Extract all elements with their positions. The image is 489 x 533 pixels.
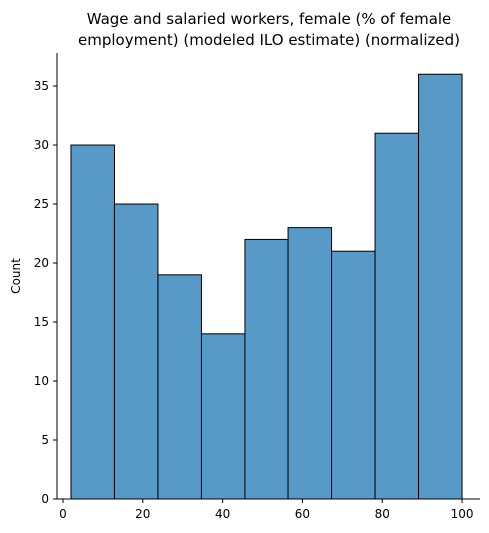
histogram-bar <box>287 227 333 500</box>
x-tick-label: 20 <box>135 507 150 521</box>
x-ticks: 0 20 40 60 80 100 <box>59 499 473 521</box>
y-tick-label: 20 <box>34 256 49 270</box>
histogram-bar <box>244 238 289 500</box>
chart-title-line-2: employment) (modeled ILO estimate) (norm… <box>78 31 460 49</box>
y-axis-label: Count <box>9 258 23 294</box>
y-ticks: 0 5 10 15 20 25 30 35 <box>34 79 57 506</box>
y-tick-label: 30 <box>34 138 49 152</box>
histogram-bar <box>157 274 202 500</box>
x-tick-label: 100 <box>451 507 474 521</box>
y-tick-label: 25 <box>34 197 49 211</box>
histogram-bar <box>70 144 115 500</box>
histogram-bar <box>418 73 463 500</box>
y-tick-label: 0 <box>41 492 49 506</box>
y-tick-label: 10 <box>34 374 49 388</box>
x-tick-label: 40 <box>215 507 230 521</box>
y-tick-label: 35 <box>34 79 49 93</box>
histogram-bar <box>200 333 246 500</box>
x-tick-label: 0 <box>59 507 67 521</box>
x-tick-label: 60 <box>295 507 310 521</box>
chart-title-line-1: Wage and salaried workers, female (% of … <box>87 10 452 28</box>
histogram-bar <box>374 132 420 500</box>
x-tick-label: 80 <box>375 507 390 521</box>
bars-group <box>70 73 463 500</box>
y-tick-label: 15 <box>34 315 49 329</box>
histogram-bar <box>113 203 159 500</box>
histogram-bar <box>331 250 376 500</box>
y-tick-label: 5 <box>41 433 49 447</box>
